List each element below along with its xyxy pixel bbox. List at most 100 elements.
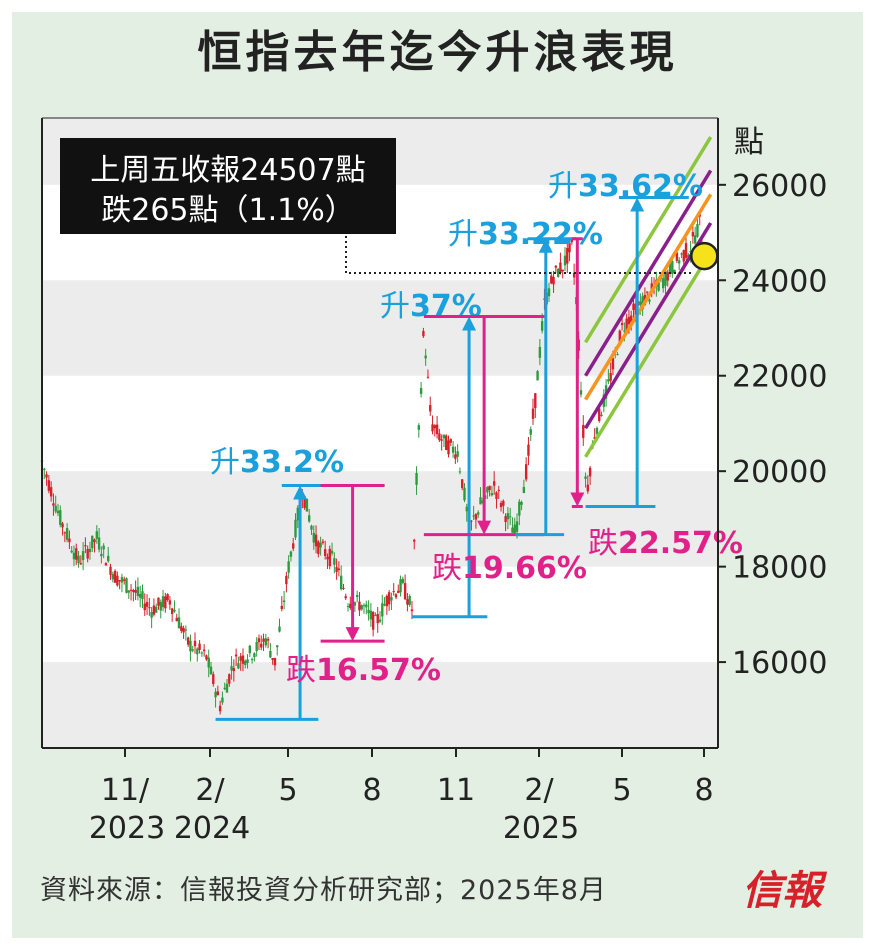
candle-body-138	[355, 594, 359, 598]
close-marker	[690, 241, 719, 271]
candle-body-141	[362, 605, 366, 607]
candle-body-65	[189, 640, 192, 652]
candle-body-88	[241, 655, 245, 664]
annotation-1: 跌16.57%	[286, 484, 441, 688]
candle-body-178	[447, 440, 450, 455]
candle-body-177	[445, 435, 448, 450]
candle-body-125	[326, 556, 329, 560]
candle-body-270	[657, 282, 660, 291]
candle-body-255	[623, 330, 626, 332]
candle-body-179	[449, 439, 452, 443]
candle-body-103	[276, 645, 279, 648]
candle-body-236	[579, 390, 583, 395]
candle-body-240	[588, 467, 592, 477]
candle-body-16	[77, 555, 80, 563]
candle-body-12	[68, 538, 71, 543]
candle-body-83	[230, 666, 233, 671]
candle-body-82	[228, 674, 231, 684]
candle-body-224	[552, 276, 555, 285]
candle-body-73	[207, 657, 210, 668]
candle-body-230	[566, 248, 569, 264]
candle-body-94	[255, 642, 258, 652]
candle-body-248	[607, 379, 610, 382]
annotation-4: 升33.22%	[448, 217, 603, 537]
candle-body-35	[120, 577, 124, 583]
candle-body-13	[70, 550, 73, 553]
annotation-1-label: 跌16.57%	[286, 653, 441, 688]
annotation-0-label: 升33.2%	[210, 445, 344, 480]
candle-body-127	[330, 550, 334, 554]
annotation-5-pct: 22.57%	[618, 526, 743, 561]
candle-body-163	[413, 539, 416, 542]
candle-body-158	[401, 578, 405, 583]
candle-body-184	[461, 479, 464, 488]
candle-body-144	[369, 610, 373, 620]
candle-body-17	[79, 563, 83, 565]
candle-body-150	[383, 604, 386, 606]
candle-body-86	[237, 663, 240, 669]
candle-body-258	[630, 315, 633, 323]
candle-body-189	[472, 515, 475, 517]
candle-body-7	[56, 510, 60, 514]
candle-body-104	[278, 626, 281, 632]
candle-body-54	[164, 596, 167, 609]
candle-body-157	[399, 579, 402, 593]
callout-leader-line	[345, 236, 693, 274]
candle-body-200	[497, 489, 500, 491]
candle-body-165	[417, 425, 421, 430]
candle-body-139	[358, 601, 361, 611]
candle-body-192	[479, 497, 482, 505]
annotation-5: 跌22.57%	[570, 237, 743, 561]
candle-body-72	[205, 655, 208, 660]
candle-body-211	[522, 487, 526, 493]
annotation-4-pct: 33.22%	[478, 217, 603, 252]
candle-body-30	[109, 566, 112, 575]
candle-body-116	[305, 498, 309, 512]
callout-box	[60, 138, 396, 234]
candle-body-207	[513, 524, 516, 534]
candle-body-204	[506, 513, 510, 520]
candle-body-1	[43, 468, 46, 470]
candle-body-173	[435, 424, 439, 435]
candle-body-237	[582, 425, 585, 438]
candle-body-48	[150, 611, 153, 618]
candle-body-57	[170, 608, 174, 614]
candle-body-21	[88, 548, 92, 553]
candle-body-169	[426, 376, 430, 378]
grid-band-2	[42, 280, 718, 376]
candle-body-238	[584, 476, 587, 479]
candle-body-199	[495, 492, 498, 499]
candle-body-274	[666, 272, 669, 281]
candle-body-201	[499, 502, 503, 508]
candle-body-130	[337, 568, 341, 571]
candle-body-8	[59, 510, 62, 525]
candle-body-287	[696, 224, 699, 237]
annotation-6-prefix: 升	[548, 169, 578, 204]
candle-body-195	[486, 487, 489, 493]
candle-body-180	[451, 446, 455, 453]
candle-body-225	[554, 265, 558, 268]
annotation-4-arrow-head	[538, 238, 553, 253]
candle-body-70	[200, 652, 204, 654]
candle-body-111	[294, 519, 297, 538]
candle-body-133	[344, 596, 347, 599]
candle-body-186	[465, 506, 468, 512]
candle-body-3	[47, 480, 51, 491]
candle-body-254	[620, 323, 624, 326]
candle-body-262	[639, 301, 642, 305]
candle-body-206	[511, 527, 514, 533]
candle-body-80	[223, 687, 226, 690]
candle-body-67	[193, 640, 197, 647]
candle-body-155	[394, 594, 398, 598]
candle-body-273	[664, 271, 667, 286]
candle-body-250	[611, 358, 615, 370]
annotation-3-pct: 19.66%	[462, 551, 587, 586]
candle-body-228	[561, 269, 564, 272]
candle-body-121	[317, 541, 320, 554]
candle-body-81	[225, 683, 229, 693]
candle-body-223	[550, 275, 553, 284]
candle-body-281	[682, 250, 685, 262]
candle-body-18	[81, 551, 85, 561]
candle-body-176	[442, 434, 446, 439]
